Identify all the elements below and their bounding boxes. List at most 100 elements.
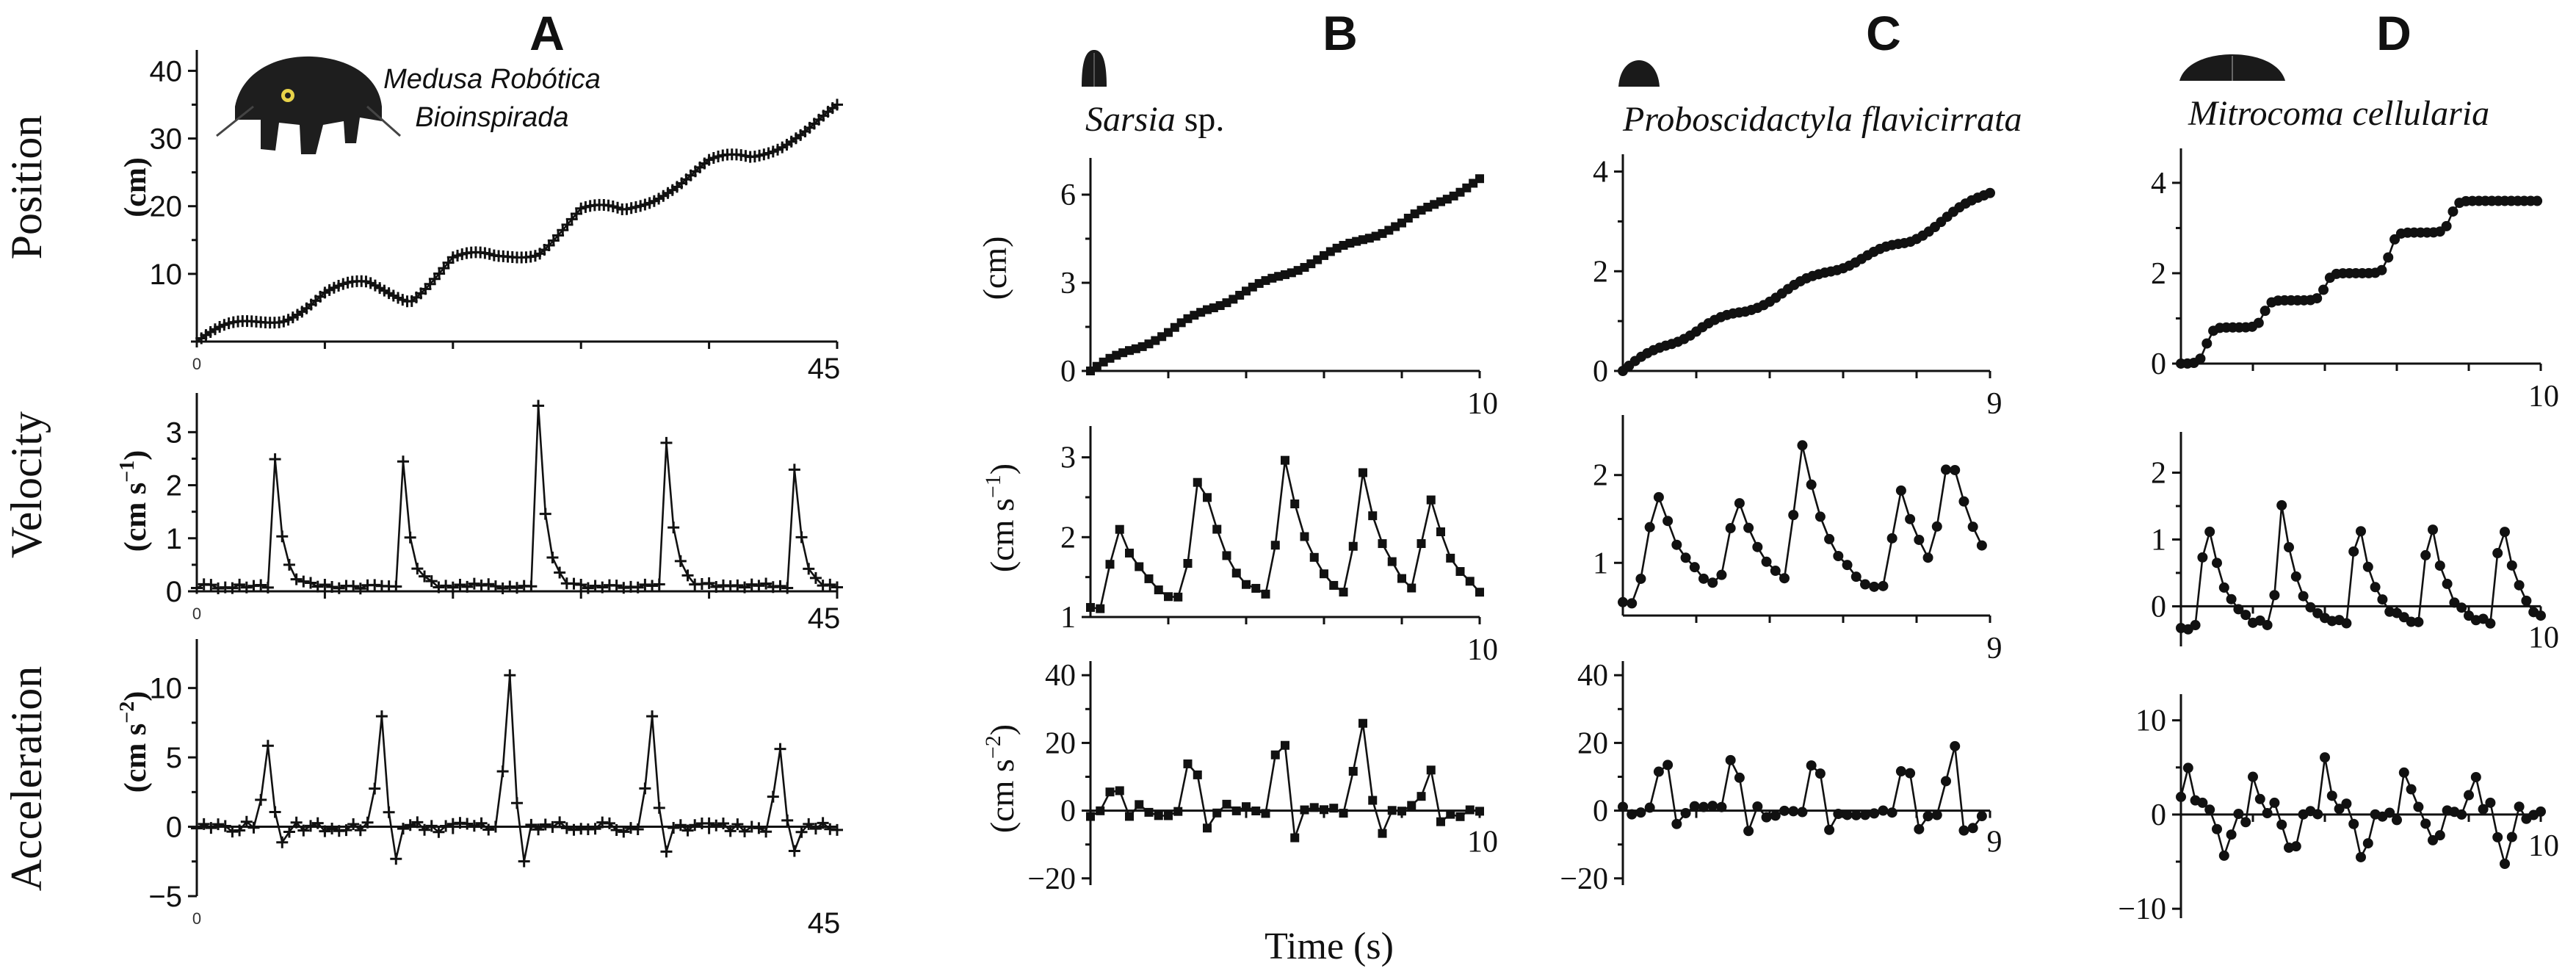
- data-point: [2506, 560, 2517, 571]
- data-point: [2240, 817, 2251, 828]
- data-point: [1203, 823, 1212, 833]
- data-point: [2428, 834, 2438, 845]
- data-line: [196, 675, 838, 862]
- data-point: [191, 582, 203, 594]
- data-point: [681, 569, 694, 582]
- data-point: [2248, 771, 2258, 782]
- data-point: [1096, 604, 1105, 613]
- data-point: [1850, 809, 1862, 820]
- data-point: [333, 582, 345, 594]
- data-point: [2269, 797, 2280, 808]
- data-point: [1734, 772, 1745, 783]
- data-point: [518, 855, 530, 867]
- data-point: [803, 563, 815, 575]
- data-point: [191, 822, 203, 834]
- data-point: [1788, 510, 1799, 521]
- data-point: [817, 817, 829, 829]
- data-point: [1387, 557, 1397, 566]
- data-point: [653, 801, 665, 814]
- data-point: [2413, 616, 2424, 627]
- data-point: [1869, 808, 1880, 819]
- x-end-label: 45: [808, 353, 841, 385]
- x-end-label: 10: [2528, 380, 2559, 414]
- data-point: [425, 820, 438, 832]
- data-point: [2218, 850, 2229, 861]
- data-point: [1309, 552, 1319, 562]
- data-point: [433, 826, 445, 838]
- data-point: [1680, 552, 1691, 563]
- data-point: [1941, 464, 1951, 475]
- data-point: [2197, 797, 2208, 808]
- x-start-label: 0: [192, 909, 201, 928]
- data-point: [1397, 574, 1406, 583]
- data-point: [2262, 808, 2273, 819]
- data-point: [1680, 808, 1691, 819]
- data-point: [489, 820, 502, 833]
- data-point: [1096, 806, 1105, 815]
- data-point: [2406, 784, 2417, 795]
- data-point: [1125, 548, 1134, 558]
- robot-label-line1: Medusa Robótica: [383, 64, 601, 95]
- data-point: [717, 817, 729, 829]
- data-point: [2406, 616, 2417, 627]
- data-point: [1752, 801, 1763, 812]
- data-point: [539, 508, 551, 520]
- data-point: [1465, 805, 1475, 815]
- data-point: [2290, 841, 2301, 852]
- data-point: [1183, 759, 1193, 768]
- robotic-medusa-icon: [216, 56, 401, 154]
- unit-acceleration-A: (cm s−2): [116, 691, 153, 793]
- data-point: [2470, 771, 2481, 782]
- data-point: [319, 579, 331, 591]
- data-point: [2532, 195, 2543, 206]
- data-point: [1689, 801, 1700, 812]
- data-point: [1455, 567, 1465, 577]
- data-point: [504, 580, 516, 593]
- data-point: [419, 570, 431, 582]
- data-point: [1779, 573, 1790, 584]
- data-point: [2260, 306, 2271, 317]
- unit-acceleration-B-close: ): [983, 724, 1021, 735]
- data-point: [1743, 522, 1754, 533]
- data-point: [2492, 548, 2503, 559]
- y-tick-label: 2: [1593, 255, 1608, 289]
- data-line: [1622, 445, 1983, 605]
- y-tick-label: 3: [166, 416, 182, 449]
- data-point: [831, 98, 843, 111]
- x-end-label: 9: [1987, 387, 2002, 421]
- data-point: [525, 580, 538, 593]
- data-point: [2456, 809, 2467, 820]
- data-point: [2413, 801, 2424, 812]
- data-point: [646, 580, 659, 592]
- data-point: [1707, 801, 1718, 812]
- data-point: [446, 581, 459, 594]
- species-C: Proboscidactyla flavicirrata: [1622, 100, 2022, 139]
- unit-acceleration-B-main: (cm s: [983, 759, 1021, 833]
- y-tick-label: 10: [150, 673, 183, 705]
- data-point: [1985, 187, 1995, 198]
- data-point: [2254, 793, 2265, 804]
- data-point: [205, 579, 217, 591]
- data-point: [1436, 527, 1445, 536]
- data-point: [745, 820, 758, 833]
- data-point: [2253, 317, 2264, 328]
- data-point: [454, 579, 466, 591]
- data-point: [2370, 582, 2381, 593]
- data-point: [2204, 526, 2215, 537]
- x-start-label: 0: [192, 355, 201, 373]
- proboscidactyla-icon: [1618, 60, 1660, 87]
- data-point: [1833, 550, 1844, 561]
- data-point: [1465, 577, 1475, 586]
- unit-acceleration-A-main: (cm s: [119, 724, 153, 793]
- data-point: [2240, 610, 2251, 621]
- column-letter-A: A: [529, 6, 565, 60]
- column-letter-B: B: [1323, 6, 1358, 60]
- data-point: [2392, 815, 2402, 826]
- data-point: [1941, 776, 1951, 787]
- data-point: [610, 824, 623, 837]
- data-point: [1958, 496, 1969, 507]
- data-point: [2383, 252, 2394, 263]
- data-point: [809, 823, 822, 835]
- data-point: [2456, 602, 2467, 613]
